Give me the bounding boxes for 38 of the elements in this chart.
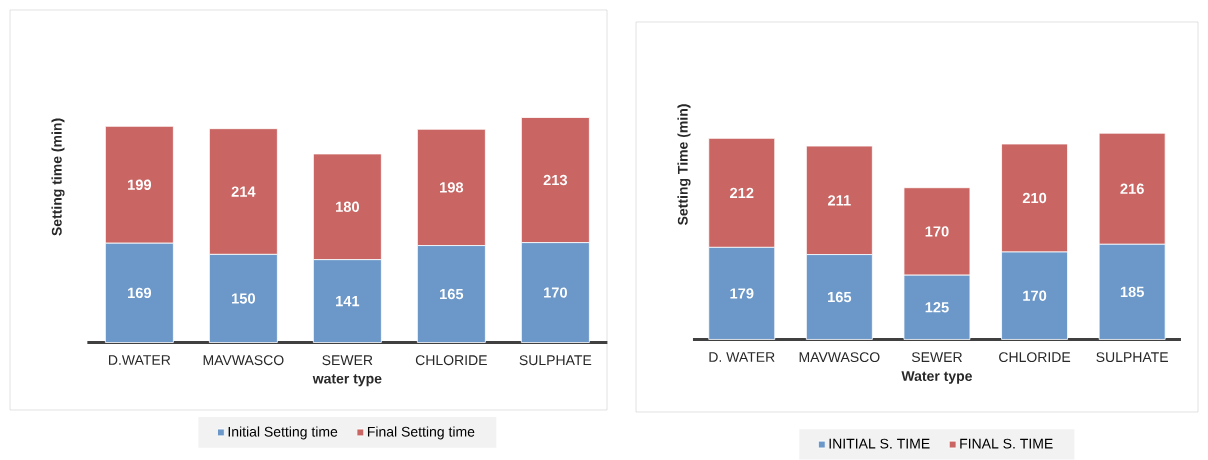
x-tick-label: MAVWASCO (799, 352, 880, 363)
data-label: 199 (128, 179, 152, 191)
data-label: 211 (828, 195, 851, 206)
data-label: 185 (1120, 286, 1144, 298)
x-tick-label: CHLORIDE (999, 352, 1071, 363)
data-label: 179 (730, 288, 754, 299)
y-axis-title: Setting time (min) (51, 118, 65, 236)
x-tick-label: SEWER (911, 352, 962, 363)
data-label: 165 (828, 291, 852, 303)
data-label: 165 (440, 288, 464, 300)
x-tick-label: SEWER (322, 355, 373, 366)
x-tick-label: MAVWASCO (203, 355, 284, 366)
data-label: 212 (730, 187, 754, 199)
data-label: 210 (1022, 192, 1047, 204)
data-label: 150 (232, 293, 255, 304)
x-tick-label: CHLORIDE (415, 355, 487, 366)
data-label: 141 (336, 296, 360, 307)
data-label: 169 (128, 287, 152, 299)
data-label: 198 (440, 182, 464, 193)
x-tick-label: SULPHATE (1096, 352, 1168, 363)
data-label: 213 (543, 174, 568, 186)
data-label: 170 (544, 287, 567, 298)
x-axis-title: Water type (901, 371, 972, 384)
legend-label: Initial Setting time (228, 426, 338, 440)
data-label: 214 (231, 186, 256, 197)
x-axis-title: water type (312, 374, 382, 387)
legend-label: Final Setting time (367, 426, 475, 440)
x-tick-label: D. WATER (709, 352, 775, 362)
data-label: 216 (1120, 183, 1144, 195)
data-label: 170 (1023, 290, 1047, 302)
data-label: 170 (925, 226, 949, 237)
x-tick-label: D.WATER (109, 355, 171, 365)
y-axis-title: Setting Time (min) (677, 104, 691, 226)
legend-label: FINAL S. TIME (960, 438, 1053, 449)
data-label: 180 (336, 201, 359, 213)
legend-label: INITIAL S. TIME (829, 438, 930, 449)
x-tick-label: SULPHATE (519, 355, 592, 366)
data-label: 125 (925, 302, 949, 313)
